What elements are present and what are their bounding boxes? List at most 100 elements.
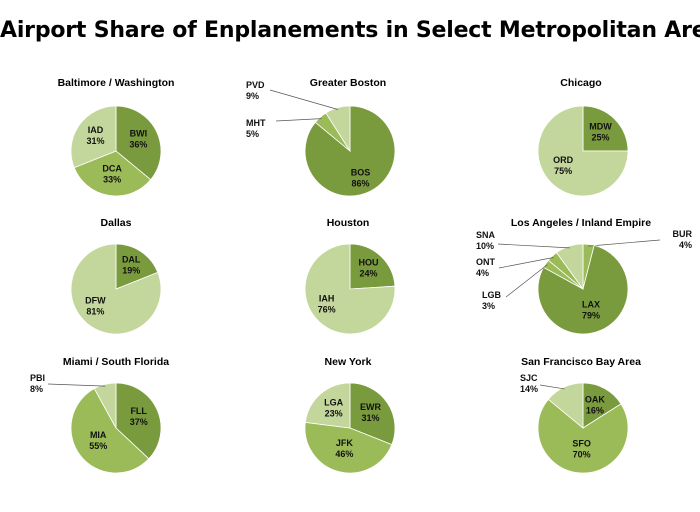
- slice-name: LGB: [482, 290, 501, 300]
- pie-slice-dal: [115, 243, 159, 290]
- slice-name: LAX: [582, 300, 600, 310]
- slice-name: SJC: [520, 373, 538, 383]
- slice-label: BWI 36%: [129, 129, 147, 150]
- leader-line: [539, 384, 565, 390]
- slice-name: ONT: [476, 257, 496, 267]
- leader-line: [505, 264, 548, 298]
- slice-name: PVD: [246, 80, 265, 90]
- pie-slice-dca: [73, 150, 152, 197]
- slice-percent: 5%: [246, 129, 259, 139]
- slice-label: DFW 81%: [85, 296, 106, 317]
- pie-title: Los Angeles / Inland Empire: [511, 217, 651, 229]
- pie-slice-fll: [115, 382, 162, 460]
- slice-label: PBI 8%: [30, 373, 45, 394]
- slice-name: BWI: [130, 129, 148, 139]
- leader-line: [497, 243, 570, 249]
- slice-label: BOS 86%: [351, 167, 371, 188]
- pie-slice-sna: [555, 243, 584, 291]
- pie-chart-8: San Francisco Bay Area OAK 16% SFO 70% SJC 14%: [520, 356, 641, 474]
- slice-label: SNA 10%: [476, 230, 496, 251]
- pie-slice-oak: [582, 382, 622, 429]
- slice-percent: 70%: [573, 450, 591, 460]
- leader-line: [588, 239, 661, 247]
- slice-label: SFO 70%: [572, 439, 591, 460]
- slice-label: LAX 79%: [582, 300, 600, 321]
- slice-name: OAK: [585, 394, 606, 404]
- slice-name: BUR: [673, 229, 693, 239]
- pie-title: Miami / South Florida: [63, 356, 169, 368]
- chart-title: Airport Share of Enplanements in Select …: [0, 18, 700, 43]
- pie-title: Houston: [327, 217, 370, 229]
- pie-slice-pbi: [93, 382, 117, 429]
- slice-name: EWR: [360, 402, 381, 412]
- leader-line: [498, 257, 554, 269]
- slice-label: JFK 46%: [335, 438, 353, 459]
- slice-name: HOU: [359, 257, 379, 267]
- pie-slice-jfk: [304, 421, 393, 474]
- pie-slice-pvd: [325, 105, 351, 153]
- slice-percent: 33%: [103, 174, 121, 184]
- slice-name: MIA: [90, 430, 107, 440]
- slice-name: DAL: [122, 255, 141, 265]
- slice-percent: 79%: [582, 311, 600, 321]
- slice-name: MHT: [246, 118, 266, 128]
- slice-name: JFK: [336, 438, 354, 448]
- leader-line: [269, 89, 339, 110]
- slice-label: MHT 5%: [246, 118, 266, 139]
- slice-percent: 9%: [246, 91, 259, 101]
- leader-line: [275, 118, 322, 122]
- slice-label: MIA 55%: [89, 430, 107, 451]
- slice-label: IAH 76%: [318, 293, 336, 314]
- pie-slice-mdw: [582, 105, 629, 152]
- pie-slice-lga: [304, 382, 351, 429]
- pie-slice-lax: [537, 244, 629, 335]
- pie-chart-0: Baltimore / Washington BWI 36% DCA 33% IAD 31%: [58, 77, 175, 197]
- pie-title: Baltimore / Washington: [58, 77, 175, 89]
- slice-label: IAD 31%: [86, 125, 104, 146]
- slice-percent: 31%: [361, 413, 379, 423]
- slice-label: ONT 4%: [476, 257, 496, 278]
- slice-percent: 55%: [89, 441, 107, 451]
- slice-percent: 4%: [679, 240, 692, 250]
- pie-title: New York: [325, 356, 372, 368]
- slice-percent: 31%: [86, 136, 104, 146]
- leader-line: [47, 383, 106, 387]
- slice-name: DFW: [85, 296, 106, 306]
- slice-name: LGA: [324, 397, 343, 407]
- slice-label: HOU 24%: [359, 257, 379, 278]
- slice-label: DCA 33%: [102, 163, 122, 184]
- slice-percent: 24%: [359, 268, 377, 278]
- slice-label: ORD 75%: [553, 155, 574, 176]
- pie-title: Chicago: [560, 77, 601, 89]
- slice-percent: 36%: [129, 140, 147, 150]
- slice-name: BOS: [351, 167, 371, 177]
- slice-percent: 81%: [86, 307, 104, 317]
- slice-name: MDW: [589, 122, 612, 132]
- pie-chart-7: New York EWR 31% JFK 46% LGA 23%: [304, 356, 396, 474]
- slice-percent: 76%: [318, 304, 336, 314]
- slice-percent: 25%: [591, 133, 609, 143]
- slice-label: OAK 16%: [585, 394, 606, 415]
- slice-label: MDW 25%: [589, 122, 612, 143]
- pie-chart-3: Dallas DAL 19% DFW 81%: [70, 217, 162, 335]
- slice-label: DAL 19%: [122, 255, 141, 276]
- pie-title: San Francisco Bay Area: [521, 356, 641, 368]
- slice-percent: 4%: [476, 268, 489, 278]
- pie-chart-4: Houston HOU 24% IAH 76%: [304, 217, 396, 335]
- slice-label: PVD 9%: [246, 80, 265, 101]
- pie-slice-hou: [349, 243, 396, 290]
- pie-slice-ewr: [349, 382, 396, 446]
- slice-percent: 75%: [554, 166, 572, 176]
- pie-chart-2: Chicago MDW 25% ORD 75%: [537, 77, 629, 197]
- slice-name: SNA: [476, 230, 496, 240]
- slice-percent: 10%: [476, 241, 494, 251]
- pie-slice-bwi: [115, 105, 162, 181]
- pie-title: Dallas: [101, 217, 132, 229]
- pie-slice-iah: [304, 243, 396, 335]
- pie-slice-mia: [70, 388, 150, 474]
- slice-name: ORD: [553, 155, 574, 165]
- slice-name: IAD: [88, 125, 104, 135]
- slice-percent: 19%: [122, 266, 140, 276]
